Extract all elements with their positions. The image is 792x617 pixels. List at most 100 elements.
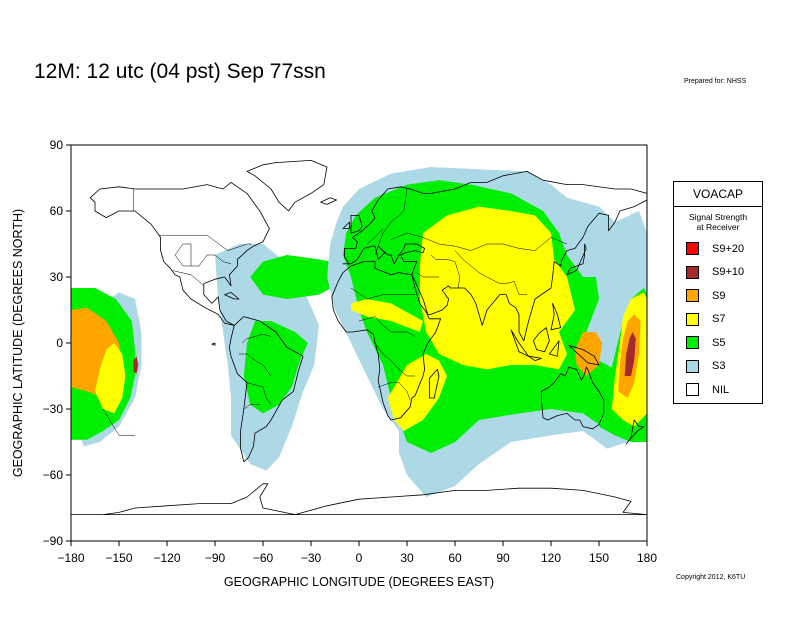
y-tick-label: 30 — [50, 270, 64, 284]
legend-items: S9+20 S9+10 S9 S7 S5 S3 NIL — [674, 237, 762, 402]
x-tick-label: 0 — [356, 551, 363, 565]
country-border-14 — [239, 353, 272, 377]
land-outline-17 — [224, 291, 240, 300]
country-border-6 — [374, 188, 408, 256]
country-border-15 — [243, 404, 260, 410]
land-outline-7 — [428, 368, 440, 399]
x-axis-label: GEOGRAPHIC LONGITUDE (DEGREES EAST) — [224, 575, 494, 589]
y-tick-label: 60 — [50, 204, 64, 218]
legend-label: S5 — [712, 336, 726, 349]
legend-subtitle-line2: at Receiver — [696, 222, 740, 232]
land-outline-18 — [320, 197, 338, 205]
legend-item-s3: S3 — [674, 355, 762, 379]
land-outline-8 — [566, 243, 587, 276]
country-border-8 — [416, 272, 439, 278]
legend-swatch — [686, 312, 699, 326]
y-axis-ticks: 90 60 30 0 −30 −60 −90 — [43, 138, 71, 548]
country-border-17 — [174, 243, 232, 267]
coverage-region-s5-6 — [250, 255, 343, 299]
land-outline-layer — [71, 159, 647, 515]
land-outline-19 — [625, 419, 645, 445]
x-axis-ticks: −180 −150 −120 −90 −60 −30 0 30 60 90 120 150 180 — [57, 541, 657, 565]
copyright-label: Copyright 2012, K6TU — [676, 574, 746, 581]
land-outline-9 — [350, 214, 363, 234]
legend-label: S9+10 — [712, 266, 745, 279]
y-tick-label: 0 — [56, 336, 63, 350]
x-tick-label: 30 — [400, 551, 414, 565]
y-tick-label: −30 — [43, 402, 64, 416]
coverage-layer — [71, 167, 647, 497]
country-border-1 — [171, 270, 204, 286]
country-border-13 — [246, 382, 272, 405]
coverage-region-s7-12 — [351, 299, 423, 332]
country-border-10 — [358, 316, 416, 337]
x-tick-label: −180 — [57, 551, 84, 565]
coverage-region-s7-11 — [387, 354, 447, 431]
x-tick-label: −90 — [205, 551, 226, 565]
land-outline-14 — [568, 344, 600, 366]
land-outline-4 — [331, 261, 442, 421]
country-border-7 — [366, 228, 384, 245]
legend-swatch — [686, 359, 699, 373]
legend-item-s9plus20: S9+20 — [674, 237, 762, 261]
legend-subtitle-line1: Signal Strength — [688, 212, 748, 222]
country-border-3 — [390, 232, 568, 251]
prepared-for-label: Prepared for: NHSS — [684, 78, 747, 85]
map-title: 12M: 12 utc (04 pst) Sep 77ssn — [34, 60, 326, 83]
land-outline-6 — [71, 483, 647, 515]
land-outline-13 — [549, 340, 560, 357]
land-outline-12 — [533, 327, 550, 353]
coverage-region-s9-14 — [575, 332, 603, 376]
country-border-0 — [159, 234, 252, 251]
legend-item-nil: NIL — [674, 378, 762, 402]
land-outline-16 — [550, 302, 561, 331]
y-axis-label: GEOGRAPHIC LATITUDE (DEGREES NORTH) — [11, 209, 25, 477]
legend-subtitle: Signal Strength at Receiver — [674, 212, 762, 232]
x-tick-label: 90 — [496, 551, 510, 565]
y-tick-label: −60 — [43, 468, 64, 482]
land-outline-1 — [228, 316, 304, 463]
legend-swatch — [686, 265, 699, 279]
land-outline-3 — [342, 170, 647, 342]
x-tick-label: 180 — [637, 551, 657, 565]
legend-label: S7 — [712, 313, 726, 326]
border-layer — [102, 188, 568, 436]
land-outline-10 — [342, 221, 350, 230]
legend-item-s9: S9 — [674, 284, 762, 308]
signal-strength-legend: VOACAP Signal Strength at Receiver S9+20… — [673, 181, 763, 404]
land-outline-15 — [528, 355, 542, 362]
country-border-18 — [102, 408, 135, 436]
country-border-12 — [378, 382, 411, 401]
legend-title: VOACAP — [674, 182, 762, 207]
y-tick-label: −90 — [43, 534, 64, 548]
legend-item-s9plus10: S9+10 — [674, 261, 762, 285]
legend-item-s5: S5 — [674, 331, 762, 355]
legend-swatch — [686, 336, 699, 350]
legend-label: S9+20 — [712, 242, 745, 255]
legend-swatch — [686, 383, 699, 397]
country-border-11 — [374, 342, 415, 377]
legend-label: NIL — [712, 383, 730, 396]
country-border-16 — [242, 333, 272, 344]
coverage-region-s7-3 — [95, 343, 126, 414]
coverage-region-s9plus10-17 — [133, 356, 139, 374]
x-tick-label: −60 — [253, 551, 274, 565]
country-border-5 — [430, 254, 461, 289]
land-outline-0 — [89, 181, 270, 326]
x-tick-label: 150 — [589, 551, 609, 565]
land-outline-5 — [541, 366, 605, 430]
x-tick-label: 60 — [448, 551, 462, 565]
legend-swatch — [686, 289, 699, 303]
land-outline-20 — [211, 342, 216, 346]
legend-item-s7: S7 — [674, 308, 762, 332]
country-border-9 — [350, 287, 415, 300]
x-tick-label: −30 — [301, 551, 322, 565]
land-outline-2 — [246, 159, 328, 212]
coverage-region-s5-5 — [243, 321, 308, 414]
x-tick-label: −120 — [153, 551, 180, 565]
legend-label: S3 — [712, 360, 726, 373]
coverage-region-s9plus10-16 — [624, 332, 636, 376]
y-tick-label: 90 — [50, 138, 64, 152]
